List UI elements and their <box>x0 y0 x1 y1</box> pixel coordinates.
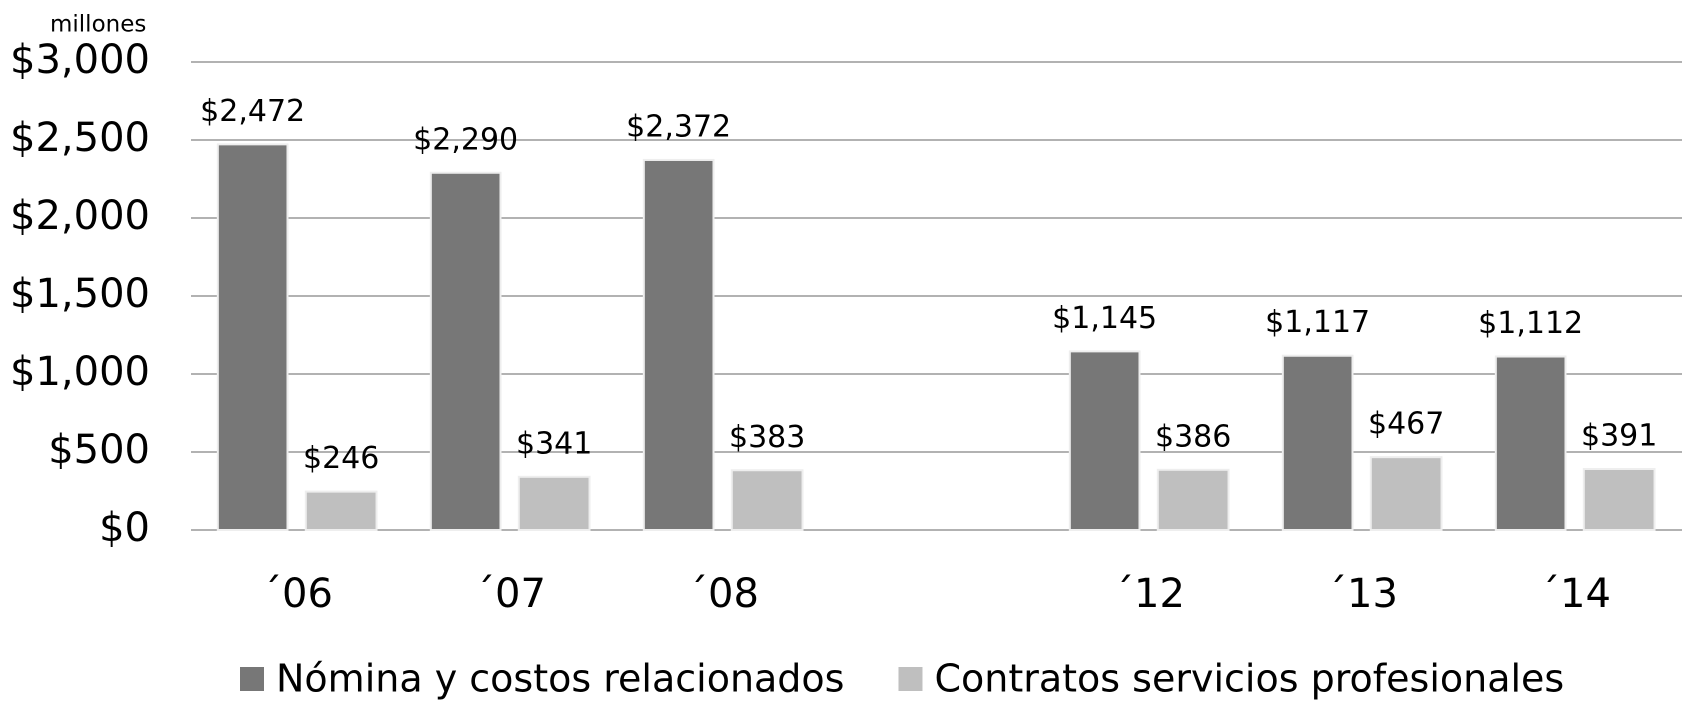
value-label: $391 <box>1581 419 1657 454</box>
y-tick-label: $2,000 <box>10 193 150 239</box>
legend-label: Contratos servicios profesionales <box>934 657 1564 701</box>
value-label: $386 <box>1155 419 1231 454</box>
x-tick-label: ´06 <box>262 571 333 617</box>
legend-swatch <box>240 667 264 691</box>
bar <box>1068 350 1141 531</box>
bar <box>304 490 378 531</box>
value-label: $1,112 <box>1478 306 1583 341</box>
bar <box>642 158 715 532</box>
bar <box>1156 468 1230 531</box>
value-label: $2,372 <box>626 109 731 144</box>
value-label: $383 <box>729 420 805 455</box>
y-tick-label: $0 <box>99 505 150 551</box>
value-label: $2,472 <box>200 94 305 129</box>
y-axis-label: millones <box>50 12 146 38</box>
value-label: $246 <box>303 441 379 476</box>
bar <box>730 469 804 532</box>
bar <box>1582 468 1656 531</box>
value-label: $1,117 <box>1265 305 1370 340</box>
bar <box>517 475 591 531</box>
y-tick-label: $1,500 <box>10 271 150 317</box>
value-label: $467 <box>1368 407 1444 442</box>
legend-swatch <box>898 667 923 691</box>
value-label: $1,145 <box>1052 301 1157 336</box>
value-label: $2,290 <box>413 122 518 157</box>
y-tick-label: $2,500 <box>10 115 150 161</box>
bar <box>429 171 502 531</box>
bar <box>216 143 289 531</box>
value-label: $341 <box>516 426 592 461</box>
x-tick-label: ´07 <box>475 571 546 617</box>
bar <box>1281 354 1354 531</box>
x-tick-label: ´13 <box>1327 571 1398 617</box>
x-tick-label: ´08 <box>688 571 759 617</box>
x-tick-label: ´14 <box>1540 571 1611 617</box>
y-tick-label: $500 <box>48 427 150 473</box>
legend-label: Nómina y costos relacionados <box>276 657 844 701</box>
bar <box>1369 456 1443 532</box>
x-tick-label: ´12 <box>1114 571 1185 617</box>
y-tick-label: $1,000 <box>10 349 150 395</box>
y-tick-label: $3,000 <box>10 37 150 83</box>
bar <box>1494 355 1567 532</box>
